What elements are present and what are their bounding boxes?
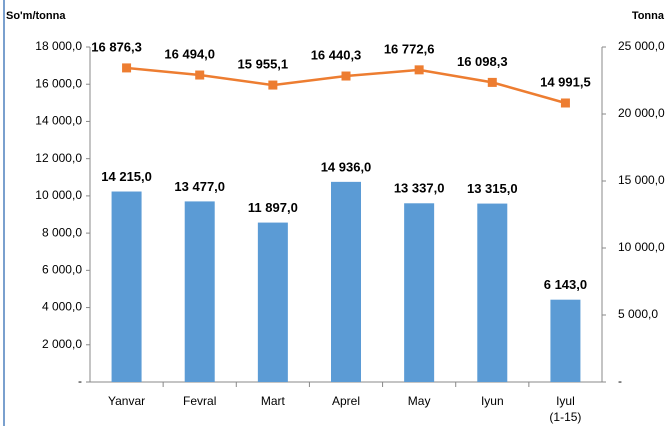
y-tick-label: 18 000,0 — [35, 39, 82, 53]
line-marker — [560, 98, 570, 108]
line-marker — [414, 65, 424, 75]
bar-value-label: 11 897,0 — [248, 200, 298, 215]
y2-tick-label: 15 000,0 — [618, 173, 665, 187]
y2-tick-label: 5 000,0 — [618, 307, 658, 321]
bar-value-label: 14 936,0 — [321, 159, 372, 174]
x-tick-label: Iyul (1-15) — [549, 394, 581, 424]
y2-tick-label: 25 000,0 — [618, 39, 665, 53]
x-tick-label: Mart — [261, 394, 286, 408]
y-tick-label: 2 000,0 — [42, 337, 82, 351]
y-tick-label: 12 000,0 — [35, 151, 82, 165]
line-value-label: 16 876,3 — [91, 39, 142, 54]
bar — [477, 203, 508, 382]
x-tick-label: Aprel — [332, 394, 360, 408]
line-value-label: 16 440,3 — [311, 47, 362, 62]
line-marker — [122, 63, 132, 73]
y-tick-label: - — [78, 374, 82, 388]
y-tick-label: 4 000,0 — [42, 300, 82, 314]
x-tick-label: Fevral — [183, 394, 216, 408]
y2-tick-label: 20 000,0 — [618, 106, 665, 120]
bar — [331, 181, 361, 382]
y2-axis-title: Tonna — [632, 10, 665, 22]
bar — [111, 191, 142, 382]
x-tick-label: May — [408, 394, 431, 408]
y-axis-title: So'm/tonna — [6, 10, 66, 22]
x-tick-label: Yanvar — [108, 394, 145, 408]
line-value-label: 16 494,0 — [164, 46, 215, 61]
bar-value-label: 6 143,0 — [544, 277, 587, 292]
bar — [550, 299, 581, 382]
line-value-label: 14 991,5 — [540, 74, 591, 89]
y-tick-label: 14 000,0 — [35, 114, 82, 128]
y-tick-label: 10 000,0 — [35, 188, 82, 202]
bar-value-label: 14 215,0 — [101, 169, 152, 184]
bar-value-label: 13 315,0 — [467, 181, 518, 196]
line-marker — [341, 71, 351, 81]
line-value-label: 16 772,6 — [384, 41, 435, 56]
y-tick-label: 16 000,0 — [35, 76, 82, 90]
y2-tick-label: 10 000,0 — [618, 240, 665, 254]
bar — [184, 201, 215, 382]
line-marker — [268, 80, 278, 90]
line-marker — [487, 77, 497, 87]
y-tick-label: 6 000,0 — [42, 263, 82, 277]
line-value-label: 15 955,1 — [238, 56, 289, 71]
y-tick-label: 8 000,0 — [42, 225, 82, 239]
bar — [257, 222, 288, 382]
y2-tick-label: - — [618, 374, 622, 388]
bar-value-label: 13 477,0 — [174, 179, 225, 194]
bar-value-label: 13 337,0 — [394, 181, 445, 196]
bar — [404, 203, 435, 382]
line-value-label: 16 098,3 — [457, 54, 508, 69]
line-marker — [195, 70, 205, 80]
x-tick-label: Iyun — [481, 394, 504, 408]
